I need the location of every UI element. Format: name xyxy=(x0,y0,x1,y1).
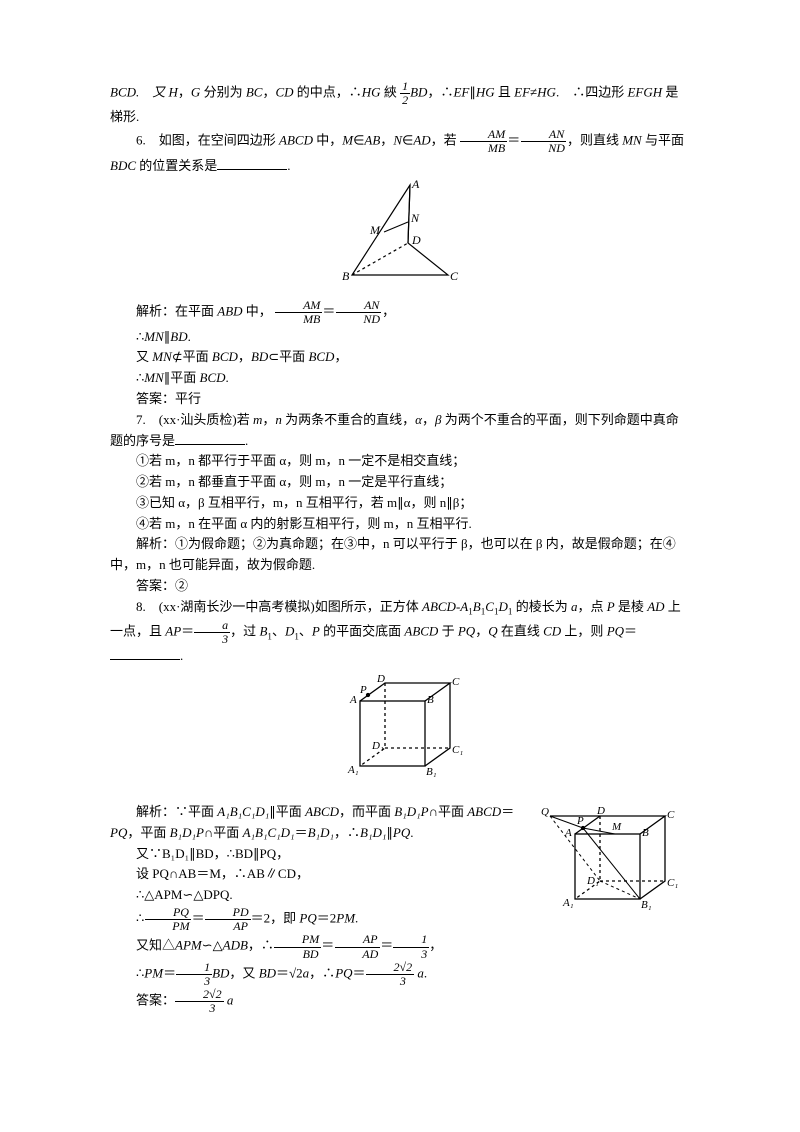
q6-sol-3: 又 MN⊄平面 BCD，BD⊂平面 BCD， xyxy=(110,347,690,368)
svg-text:D₁: D₁ xyxy=(371,740,384,752)
cube-section-icon: A B C D P M Q A₁ B₁ C₁ D₁ xyxy=(535,804,690,929)
svg-text:D: D xyxy=(596,805,605,817)
svg-text:D₁: D₁ xyxy=(586,875,599,887)
frac-an-nd: ANND xyxy=(520,128,567,155)
q7-opt1: ①若 m，n 都平行于平面 α，则 m，n 一定不是相交直线； xyxy=(110,451,690,472)
svg-text:A: A xyxy=(411,180,420,191)
svg-text:P: P xyxy=(576,815,584,827)
frac-ap-ad: APAD xyxy=(334,933,380,960)
frac-2r2-3: 2√23 xyxy=(366,961,415,988)
svg-text:M: M xyxy=(611,821,622,833)
frac-an-nd-2: ANND xyxy=(335,299,382,326)
q5-tail: BCD. 又 H，G 分别为 BC，CD 的中点，∴HG 綊 12BD，∴EF∥… xyxy=(110,80,690,128)
svg-text:A₁: A₁ xyxy=(347,764,359,776)
fill-blank xyxy=(175,432,245,445)
svg-text:B₁: B₁ xyxy=(426,766,437,778)
q8-figure-2: A B C D P M Q A₁ B₁ C₁ D₁ xyxy=(535,804,690,936)
q7-opt2: ②若 m，n 都垂直于平面 α，则 m，n 一定是平行直线； xyxy=(110,472,690,493)
q6-sol-4: ∴MN∥平面 BCD. xyxy=(110,368,690,389)
q8-sol-7: ∴PM＝13BD，又 BD＝√2a，∴PQ＝2√23 a. xyxy=(110,961,690,988)
q8-stem: 8. (xx·湖南长沙一中高考模拟)如图所示，正方体 ABCD-A1B1C1D1… xyxy=(110,597,690,667)
q8-figure-1: A B C D P A₁ B₁ C₁ D₁ xyxy=(110,671,690,798)
svg-text:C: C xyxy=(450,269,459,283)
frac-ans: 2√23 xyxy=(175,988,224,1015)
svg-text:C: C xyxy=(452,676,460,688)
q7-answer: 答案：② xyxy=(110,576,690,597)
fill-blank xyxy=(217,157,287,170)
svg-text:C₁: C₁ xyxy=(667,877,678,889)
svg-text:B: B xyxy=(342,269,350,283)
fill-blank xyxy=(110,647,180,660)
frac-1-3b: 13 xyxy=(176,961,212,988)
frac-am-mb: AMMB xyxy=(460,128,507,155)
frac-pd-ap: PDAP xyxy=(205,906,251,933)
q6-sol-2: ∴MN∥BD. xyxy=(110,327,690,348)
svg-text:B₁: B₁ xyxy=(641,899,652,911)
q6-figure: A B C D M N xyxy=(110,180,690,295)
frac-a-3: a3 xyxy=(194,619,230,646)
svg-text:C: C xyxy=(667,809,675,821)
q6-sol-1: 解析：在平面 ABD 中， AMMB＝ANND， xyxy=(110,299,690,326)
svg-text:B: B xyxy=(427,694,434,706)
svg-text:M: M xyxy=(369,223,381,237)
cube-icon: A B C D P A₁ B₁ C₁ D₁ xyxy=(330,671,470,791)
q8-answer: 答案：2√23 a xyxy=(110,988,690,1015)
svg-text:P: P xyxy=(359,684,367,696)
q6-stem: 6. 如图，在空间四边形 ABCD 中，M∈AB，N∈AD，若 AMMB＝ANN… xyxy=(110,128,690,176)
svg-text:Q: Q xyxy=(541,806,549,818)
q7-sol: 解析：①为假命题；②为真命题；在③中，n 可以平行于 β，也可以在 β 内，故是… xyxy=(110,534,690,576)
tetrahedron-icon: A B C D M N xyxy=(340,180,460,288)
svg-text:N: N xyxy=(410,211,420,225)
q7-stem: 7. (xx·汕头质检)若 m，n 为两条不重合的直线，α，β 为两个不重合的平… xyxy=(110,410,690,452)
svg-text:C₁: C₁ xyxy=(452,744,463,756)
q6-answer: 答案：平行 xyxy=(110,389,690,410)
frac-half: 12 xyxy=(400,80,410,107)
svg-text:B: B xyxy=(642,827,649,839)
q7-opt4: ④若 m，n 在平面 α 内的射影互相平行，则 m，n 互相平行. xyxy=(110,514,690,535)
frac-1-3: 13 xyxy=(393,933,429,960)
q8-sol-6: 又知△APM∽△ADB，∴PMBD＝APAD＝13， xyxy=(110,933,690,960)
q8-solution-block: A B C D P M Q A₁ B₁ C₁ D₁ 解析：∵平面 A₁B₁C₁D… xyxy=(110,802,690,988)
q7-opt3: ③已知 α，β 互相平行，m，n 互相平行，若 m∥α，则 n∥β； xyxy=(110,493,690,514)
frac-am-mb-2: AMMB xyxy=(275,299,322,326)
frac-pq-pm: PQPM xyxy=(144,906,191,933)
svg-text:A: A xyxy=(564,827,572,839)
svg-text:A₁: A₁ xyxy=(562,897,574,909)
frac-pm-bd: PMBD xyxy=(274,933,321,960)
svg-text:A: A xyxy=(349,694,357,706)
svg-text:D: D xyxy=(411,233,421,247)
svg-text:D: D xyxy=(376,673,385,685)
